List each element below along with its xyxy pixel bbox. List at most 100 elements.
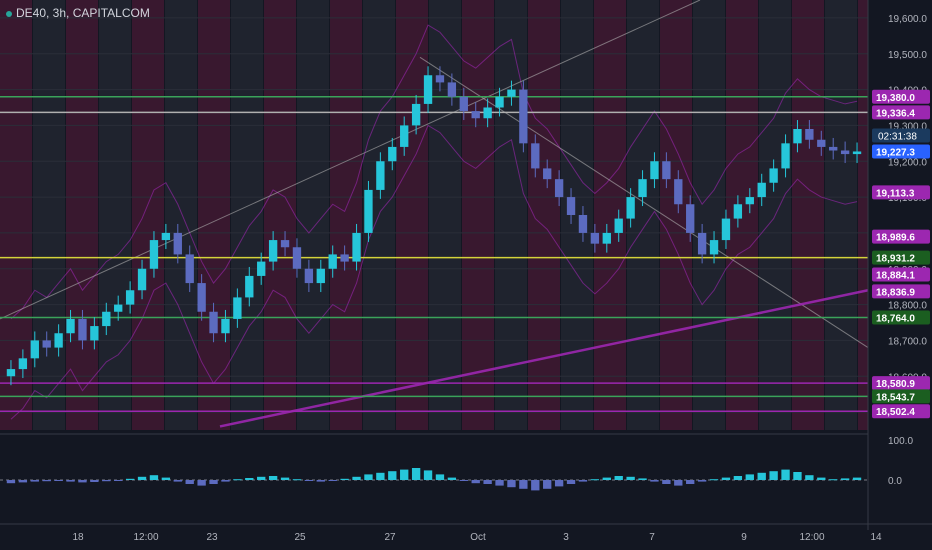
session-band (792, 0, 824, 430)
session-band (66, 0, 98, 430)
oscillator-bar (221, 480, 230, 482)
candle-body (745, 197, 754, 205)
candle-body (54, 333, 63, 348)
candle-body (257, 261, 266, 276)
countdown-text: 02:31:38 (878, 131, 917, 142)
candle-body (388, 146, 397, 162)
oscillator-bar (602, 477, 611, 480)
session-bands (0, 0, 890, 430)
candle-body (554, 179, 564, 198)
session-band (429, 0, 461, 430)
candle-body (340, 254, 349, 262)
candle-body (733, 204, 743, 219)
candle-body (543, 168, 552, 180)
session-band (33, 0, 65, 430)
candle-body (6, 369, 16, 377)
trend-line-up (0, 0, 701, 320)
symbol-title[interactable]: DE40, 3h, CAPITALCOM (6, 6, 150, 20)
oscillator-bar (626, 476, 635, 480)
oscillator-bar (650, 480, 659, 482)
candle-body (221, 318, 230, 334)
price-label-text: 18,989.6 (876, 233, 915, 244)
oscillator-bar (578, 480, 588, 482)
oscillator-bar (364, 474, 373, 480)
oscillator-bar (554, 480, 564, 487)
candle-body (769, 168, 778, 183)
candle-body (852, 151, 862, 155)
session-band (495, 0, 527, 430)
oscillator-bar (257, 476, 266, 480)
oscillator-bar (840, 478, 850, 480)
candle-body (650, 161, 659, 180)
oscillator-bar (483, 480, 492, 484)
candle-body (102, 311, 111, 327)
price-tick-label: 19,300.0 (888, 121, 927, 132)
candle-body (435, 75, 445, 83)
oscillator-bar (316, 480, 325, 482)
oscillator-bar (137, 476, 147, 480)
oscillator-bar (6, 480, 16, 484)
candle-body (840, 150, 850, 155)
candle-body (233, 297, 242, 319)
oscillator-bar (817, 477, 826, 480)
candle-body (829, 146, 838, 151)
countdown-box (872, 128, 930, 143)
session-band (528, 0, 560, 430)
candle-body (66, 318, 75, 334)
time-tick-label: 23 (206, 532, 218, 543)
time-tick-label: 12:00 (133, 532, 158, 543)
time-tick-label: 27 (384, 532, 396, 543)
candle-body (423, 75, 433, 104)
price-tick-label: 19,200.0 (888, 157, 927, 168)
price-label-text: 19,113.3 (876, 188, 915, 199)
time-tick-label: 18 (72, 532, 84, 543)
candle-body (507, 89, 516, 97)
candle-body (316, 268, 325, 284)
oscillator-bar (328, 480, 337, 481)
price-label-box (872, 267, 930, 282)
oscillator-bar (197, 480, 206, 486)
time-axis[interactable]: 18 12:00 23 25 27 Oct 3 7 9 12:00 14 (0, 523, 932, 543)
time-tick-label: 7 (649, 532, 655, 543)
trend-overlays (0, 0, 869, 428)
oscillator-bar (18, 480, 28, 483)
oscillator-bar (388, 471, 397, 480)
candle-body (709, 240, 719, 255)
oscillator-bar (447, 477, 457, 480)
session-band (693, 0, 725, 430)
candle-body (42, 340, 51, 348)
time-tick-label: 3 (563, 532, 569, 543)
oscillator-bar (519, 480, 528, 489)
oscillator-bar (733, 476, 743, 480)
grid-lines (0, 17, 868, 413)
session-band (132, 0, 164, 430)
oscillator-panel (0, 433, 868, 491)
candle-body (447, 82, 457, 97)
price-label-box (872, 389, 930, 404)
oscillator-bar (590, 479, 600, 481)
oscillator-bar (805, 475, 814, 480)
candle-body (495, 96, 504, 108)
session-band (396, 0, 428, 430)
price-axis[interactable]: 19,600.019,500.019,400.019,300.019,200.0… (867, 0, 932, 550)
session-band (462, 0, 494, 430)
oscillator-bar (566, 480, 576, 484)
oscillator-bar (507, 480, 516, 488)
session-band (165, 0, 197, 430)
oscillator-tick-label: 0.0 (888, 476, 902, 487)
oscillator-bar (531, 480, 540, 491)
price-label-box (872, 89, 930, 104)
candle-body (114, 304, 123, 312)
oscillator-bar (304, 480, 314, 481)
oscillator-bar (78, 480, 87, 483)
session-band (594, 0, 626, 430)
candle-body (817, 139, 826, 147)
candlestick-series (6, 66, 862, 386)
oscillator-bar (185, 480, 194, 484)
price-label-text: 18,884.1 (876, 270, 915, 281)
candle-body (364, 189, 373, 233)
price-label-box (872, 310, 930, 325)
oscillator-bar (614, 476, 623, 480)
oscillator-bar (90, 480, 99, 482)
